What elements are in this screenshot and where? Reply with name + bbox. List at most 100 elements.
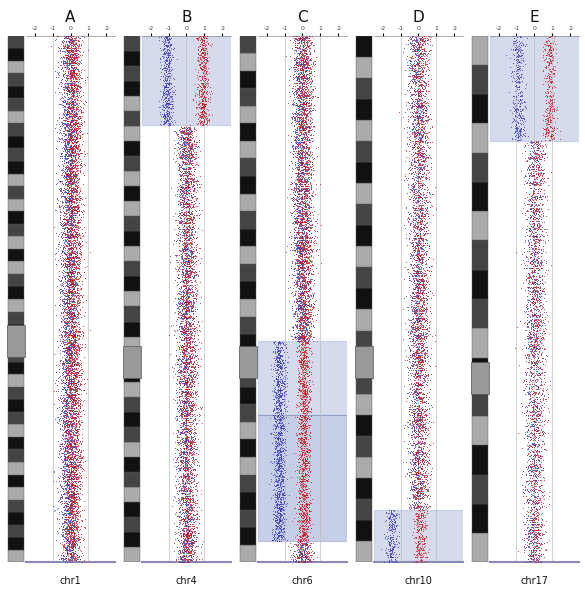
Point <box>297 202 306 211</box>
Point <box>163 115 173 125</box>
Point <box>529 279 539 288</box>
Point <box>272 417 281 426</box>
Point <box>159 90 168 99</box>
Point <box>70 194 79 204</box>
Point <box>406 404 415 414</box>
Point <box>304 514 314 523</box>
Point <box>412 115 422 125</box>
Point <box>183 390 192 399</box>
Point <box>60 434 70 443</box>
Point <box>164 46 173 55</box>
Point <box>274 377 283 387</box>
Point <box>300 352 309 362</box>
Point <box>186 346 195 355</box>
Point <box>61 555 71 564</box>
Point <box>181 491 190 501</box>
Point <box>548 110 557 120</box>
Point <box>300 117 309 127</box>
Point <box>68 533 77 542</box>
Point <box>302 65 312 75</box>
Point <box>57 445 66 454</box>
Point <box>300 176 309 186</box>
Point <box>71 274 81 283</box>
Point <box>304 146 313 155</box>
Point <box>197 96 207 105</box>
Point <box>273 342 282 351</box>
Point <box>76 284 85 294</box>
Point <box>186 305 195 315</box>
Point <box>62 251 71 260</box>
Point <box>528 346 537 356</box>
Point <box>422 318 432 327</box>
Point <box>51 35 61 44</box>
Point <box>419 128 429 138</box>
Point <box>61 169 70 179</box>
Point <box>301 110 311 120</box>
Point <box>198 38 208 48</box>
Point <box>421 153 431 163</box>
Point <box>191 282 200 291</box>
Point <box>60 72 69 81</box>
Point <box>418 488 428 498</box>
Point <box>297 126 307 135</box>
Point <box>291 129 301 139</box>
Point <box>548 94 557 104</box>
Point <box>292 106 301 115</box>
Point <box>162 42 171 52</box>
Point <box>64 111 74 121</box>
Point <box>305 112 315 122</box>
Point <box>421 427 431 437</box>
Point <box>176 318 185 327</box>
Point <box>531 442 540 451</box>
Point <box>70 204 79 213</box>
Point <box>61 99 71 109</box>
Point <box>190 369 199 379</box>
Point <box>63 545 72 554</box>
Point <box>299 445 308 455</box>
Point <box>533 287 542 296</box>
Point <box>178 256 188 266</box>
Point <box>529 525 539 535</box>
Point <box>410 450 419 459</box>
Point <box>180 297 189 307</box>
Point <box>300 419 309 428</box>
Point <box>541 328 550 337</box>
Point <box>175 162 184 171</box>
Point <box>70 242 79 251</box>
Point <box>274 346 283 356</box>
Point <box>528 425 537 435</box>
Point <box>68 536 78 545</box>
Point <box>526 394 535 404</box>
Point <box>414 494 424 504</box>
Point <box>291 152 301 162</box>
Point <box>384 520 393 530</box>
Point <box>64 469 73 479</box>
Point <box>192 513 202 523</box>
Point <box>181 241 191 250</box>
Point <box>296 224 305 233</box>
Point <box>300 418 309 427</box>
Point <box>181 494 191 503</box>
Point <box>190 427 199 437</box>
Point <box>525 473 535 482</box>
Point <box>412 58 422 67</box>
Point <box>75 365 85 374</box>
Point <box>387 509 396 518</box>
Point <box>419 127 429 137</box>
Point <box>535 192 544 201</box>
Point <box>182 192 191 202</box>
Point <box>300 401 309 411</box>
Point <box>181 257 190 266</box>
Point <box>301 538 310 548</box>
Point <box>298 181 308 190</box>
Point <box>188 221 197 230</box>
Point <box>408 323 417 332</box>
Point <box>60 143 69 152</box>
Point <box>169 325 178 334</box>
Point <box>61 215 71 225</box>
Point <box>297 392 307 401</box>
Point <box>71 205 80 215</box>
Point <box>275 374 284 384</box>
Point <box>58 358 68 368</box>
Point <box>288 192 297 202</box>
